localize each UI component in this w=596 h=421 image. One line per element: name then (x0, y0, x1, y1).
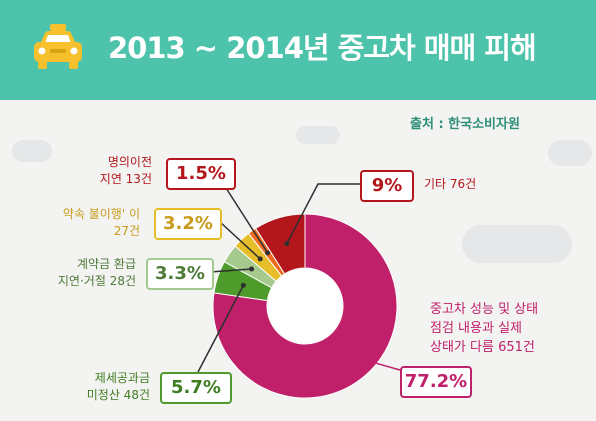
slice-label-promise: 약속 불이행' 이 27건 (20, 206, 140, 240)
leader-dot-condition (345, 353, 350, 358)
leader-dot-other (284, 241, 289, 246)
slice-percent-promise: 3.2% (154, 208, 222, 240)
slice-label-name-transfer: 명의이전 지연 13건 (60, 154, 152, 188)
slice-percent-condition: 77.2% (400, 366, 472, 398)
leader-dot-name-transfer (265, 250, 270, 255)
slice-percent-deposit: 3.3% (146, 258, 214, 290)
slice-label-deposit: 계약금 환급 지연·거절 28건 (20, 256, 136, 290)
slice-percent-tax: 5.7% (160, 372, 232, 404)
leader-dot-deposit (249, 267, 254, 272)
leader-dot-promise (258, 256, 263, 261)
slice-label-condition: 중고차 성능 및 상태 점검 내용과 실제 상태가 다름 651건 (430, 300, 538, 357)
slice-percent-name-transfer: 1.5% (166, 158, 236, 190)
leader-dot-tax (241, 283, 246, 288)
donut-hole (268, 269, 342, 343)
slice-label-tax: 제세공과금 미정산 48건 (50, 370, 150, 404)
slice-percent-other: 9% (360, 170, 414, 202)
slice-label-other: 기타 76건 (424, 176, 476, 193)
